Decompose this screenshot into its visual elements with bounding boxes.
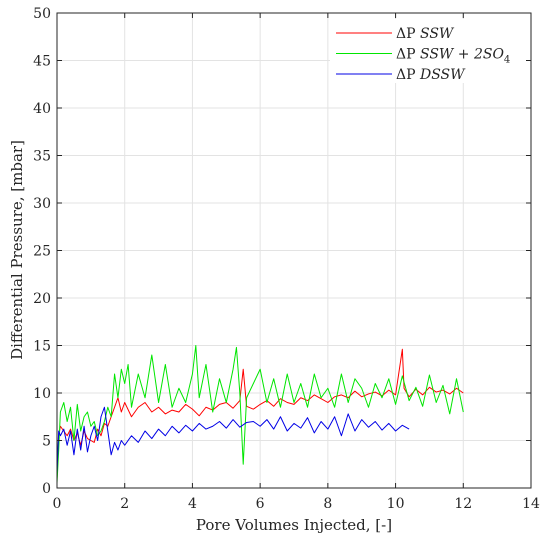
legend-box (330, 19, 526, 83)
y-tick-label: 30 (33, 196, 51, 212)
y-tick-label: 25 (33, 244, 51, 260)
y-tick-label: 0 (42, 481, 51, 497)
legend-label-2: ΔP DSSW (396, 67, 466, 83)
y-tick-label: 10 (33, 386, 51, 402)
x-tick-label: 6 (256, 496, 265, 512)
series-layer (57, 345, 464, 484)
legend-label-1: ΔP SSW + 2SO4 (396, 47, 510, 66)
y-tick-label: 35 (33, 149, 51, 165)
grid-lines (57, 13, 531, 488)
x-tick-label: 2 (120, 496, 129, 512)
x-tick-label: 10 (387, 496, 405, 512)
x-tick-label: 14 (522, 496, 540, 512)
x-tick-label: 0 (53, 496, 62, 512)
y-tick-label: 40 (33, 101, 51, 117)
x-axis-label: Pore Volumes Injected, [-] (196, 516, 392, 534)
y-tick-label: 15 (33, 339, 51, 355)
series-line-2 (57, 406, 410, 474)
y-tick-label: 20 (33, 291, 51, 307)
axes: 0 2 4 6 8 10 12 14 0 5 10 15 20 25 30 35 40 45 50 (33, 6, 540, 512)
legend-label-0: ΔP SSW (396, 26, 455, 42)
x-tick-label: 4 (188, 496, 197, 512)
y-tick-label: 45 (33, 54, 51, 70)
x-tick-label: 12 (454, 496, 472, 512)
x-tick-label: 8 (323, 496, 332, 512)
y-axis-label: Differential Pressure, [mbar] (8, 140, 26, 360)
y-tick-label: 50 (33, 6, 51, 22)
series-line-1 (57, 345, 464, 484)
y-tick-label: 5 (42, 434, 51, 450)
series-line-0 (57, 348, 464, 479)
